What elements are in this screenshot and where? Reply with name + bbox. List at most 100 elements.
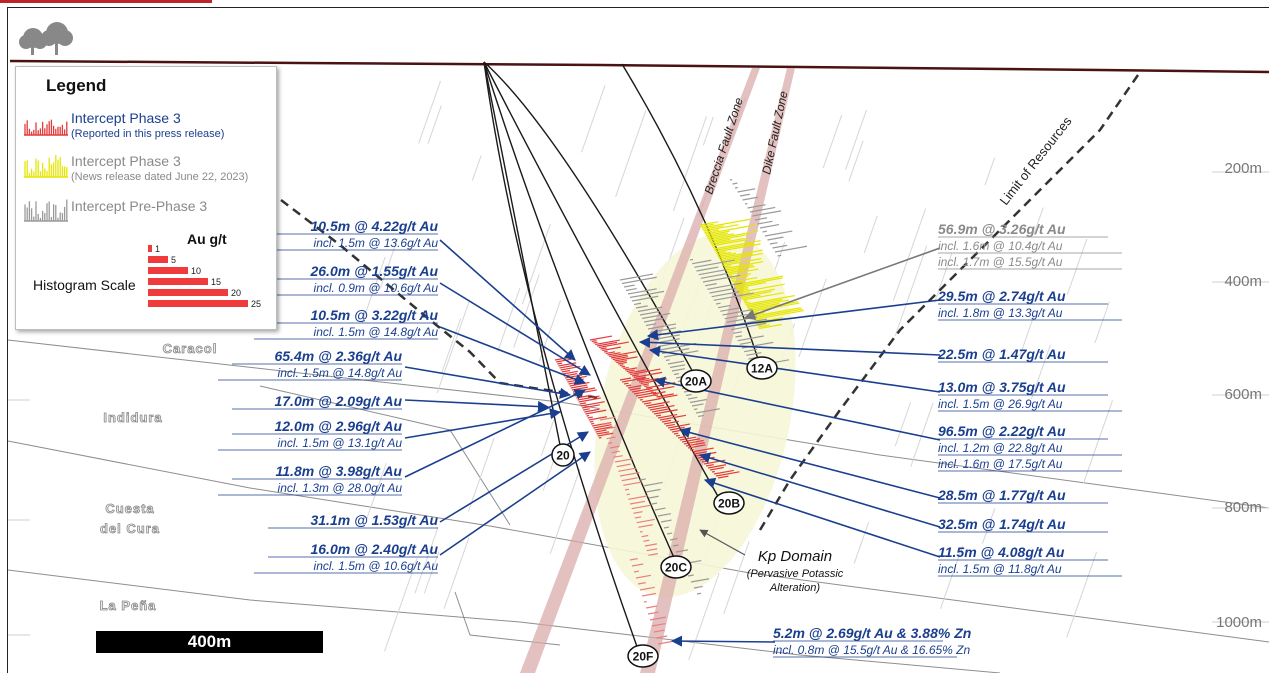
kp-domain-arrow: [699, 529, 746, 556]
drillhole-marker: [713, 491, 745, 515]
intercept-detail-label: incl. 0.9m @ 10.6g/t Au: [314, 281, 439, 295]
stratigraphic-unit-label: del Cura: [100, 521, 160, 536]
drillhole-marker: [627, 644, 659, 668]
intercept-label: 32.5m @ 1.74g/t Au: [938, 516, 1066, 532]
drillhole-label: 20F: [633, 650, 654, 664]
legend-item-sub: (News release dated June 22, 2023): [71, 171, 249, 183]
intercept-label: 56.9m @ 3.26g/t Au: [938, 221, 1066, 237]
leader-arrows: [404, 239, 941, 647]
intercept-detail-label: incl. 1.5m @ 13.6g/t Au: [314, 236, 439, 250]
intercept-label: 29.5m @ 2.74g/t Au: [937, 288, 1066, 304]
fault-label: Breccia Fault Zone: [702, 96, 747, 196]
depth-label: 600m: [1224, 386, 1262, 403]
kp-domain-subtitle: (Pervasive Potassic: [747, 568, 844, 580]
histogram-scale-bar: [148, 289, 228, 296]
depth-gridlines: [8, 171, 1269, 636]
intercept-detail-label: incl. 1.5m @ 14.8g/t Au: [278, 366, 403, 380]
intercept-label: 16.0m @ 2.40g/t Au: [310, 541, 438, 557]
histogram-scale-value: 20: [231, 288, 241, 298]
histogram-scale-value: 25: [251, 299, 261, 309]
kp-domain-subtitle: Alteration): [769, 582, 820, 594]
diagram-frame: [7, 7, 1269, 673]
stratigraphic-unit-label: Caracol: [163, 341, 218, 356]
histogram-scale-bar: [148, 245, 152, 252]
intercept-label: 13.0m @ 3.75g/t Au: [938, 379, 1066, 395]
histogram-scale-value: 10: [191, 266, 201, 276]
histogram-scale-value: 5: [171, 255, 176, 265]
intercept-label: 17.0m @ 2.09g/t Au: [274, 393, 402, 409]
depth-label: 800m: [1224, 499, 1262, 516]
intercept-label: 10.5m @ 3.22g/t Au: [310, 307, 438, 323]
intercept-label: 11.5m @ 4.08g/t Au: [938, 544, 1065, 560]
drillhole-label: 20C: [665, 561, 687, 575]
legend-swatch-yellow: [24, 155, 68, 178]
intercept-detail-label: incl. 1.5m @ 13.1g/t Au: [278, 436, 403, 450]
legend-swatch-red: [24, 119, 68, 136]
legend-item-sub: (Reported in this press release): [71, 128, 225, 140]
intercept-label: 12.0m @ 2.96g/t Au: [274, 418, 402, 434]
drillhole-marker: [551, 443, 575, 467]
legend-item-label: Intercept Phase 3: [71, 153, 181, 169]
intercept-label: 11.8m @ 3.98g/t Au: [276, 463, 403, 479]
legend-swatches: [24, 119, 68, 222]
intercept-label: 28.5m @ 1.77g/t Au: [937, 487, 1066, 503]
drillhole-label: 20: [556, 449, 570, 463]
topography-line: [9, 59, 1270, 74]
fault-label: Dike Fault Zone: [759, 90, 790, 176]
intercept-detail-label: incl. 1.6m @ 10.4g/t Au: [938, 239, 1063, 253]
depth-label: 400m: [1224, 273, 1262, 290]
intercept-detail-label: incl. 0.8m @ 15.5g/t Au & 16.65% Zn: [773, 643, 971, 657]
legend-item-label: Intercept Phase 3: [71, 110, 181, 126]
intercept-label: 26.0m @ 1.55g/t Au: [309, 263, 438, 279]
intercept-detail-label: incl. 1.6m @ 17.5g/t Au: [938, 457, 1063, 471]
histogram-scale-value: 15: [211, 277, 221, 287]
histogram-scale-bar: [148, 256, 168, 263]
stratigraphic-unit-label: Indidura: [103, 410, 162, 425]
au-unit-label: Au g/t: [187, 231, 227, 247]
intercept-detail-label: incl. 1.5m @ 10.6g/t Au: [314, 559, 439, 573]
contact-line: [7, 569, 1001, 673]
intercept-detail-label: incl. 1.5m @ 14.8g/t Au: [314, 325, 439, 339]
intercept-detail-label: incl. 1.3m @ 28.0g/t Au: [278, 481, 403, 495]
scale-bar: [96, 631, 323, 653]
intercept-detail-label: incl. 1.8m @ 13.3g/t Au: [938, 306, 1063, 320]
intercept-label: 96.5m @ 2.22g/t Au: [938, 423, 1066, 439]
histogram-scale-label: Histogram Scale: [33, 277, 136, 293]
intercept-detail-label: incl. 1.7m @ 15.5g/t Au: [938, 255, 1063, 269]
intercept-detail-label: incl. 1.5m @ 11.8g/t Au: [938, 562, 1062, 576]
intercept-label: 10.5m @ 4.22g/t Au: [310, 218, 438, 234]
intercept-detail-label: incl. 1.2m @ 22.8g/t Au: [938, 441, 1063, 455]
drillhole-marker: [660, 555, 692, 579]
intercept-label: 31.1m @ 1.53g/t Au: [310, 512, 438, 528]
contact-line: [7, 440, 1270, 643]
kp-domain-title: Kp Domain: [758, 548, 832, 565]
drillhole-marker: [680, 369, 712, 393]
histogram-scale-value: 1: [155, 244, 160, 254]
stratigraphic-unit-label: Cuesta: [105, 501, 154, 516]
depth-label: 200m: [1224, 160, 1262, 177]
histogram-scale-bar: [148, 267, 188, 274]
intercept-label: 5.2m @ 2.69g/t Au & 3.88% Zn: [773, 625, 971, 641]
histogram-scale-bar: [148, 300, 248, 307]
intercept-detail-label: incl. 1.5m @ 26.9g/t Au: [938, 397, 1063, 411]
stratigraphic-unit-label: La Peña: [100, 598, 157, 613]
legend-box: Legend Intercept Phase 3 (Reported in th…: [15, 66, 277, 330]
scale-bar-label: 400m: [187, 632, 232, 651]
legend-swatch-grey: [24, 199, 68, 222]
drillhole-label: 20A: [685, 375, 707, 389]
legend-item-label: Intercept Pre-Phase 3: [71, 198, 208, 214]
drillhole-label: 20B: [718, 497, 740, 511]
contact-line: [454, 591, 561, 646]
drillhole-label: 12A: [751, 362, 773, 376]
trees-icon: [19, 22, 73, 55]
legend-title: Legend: [46, 76, 107, 95]
histogram-scale-bar: [148, 278, 208, 285]
intercept-histograms: [554, 179, 808, 645]
drillhole-marker: [746, 356, 778, 380]
depth-label: 1000m: [1216, 614, 1262, 631]
intercept-label: 65.4m @ 2.36g/t Au: [274, 348, 402, 364]
header-accent-bar: [0, 0, 212, 3]
